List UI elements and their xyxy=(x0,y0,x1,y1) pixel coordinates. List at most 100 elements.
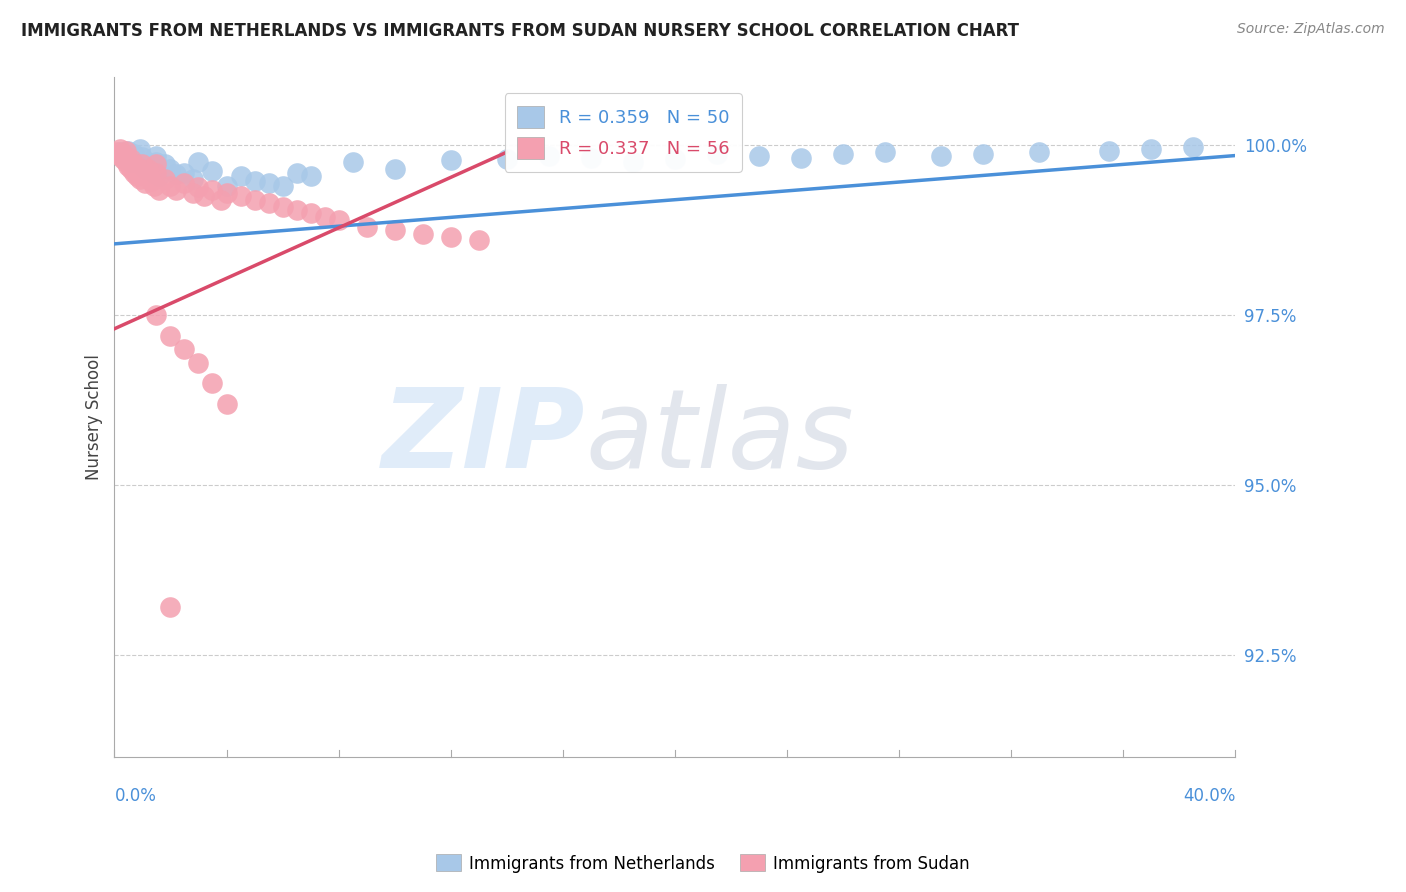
Point xyxy=(257,196,280,211)
Point xyxy=(145,165,167,179)
Point xyxy=(142,179,165,194)
Point xyxy=(131,159,153,173)
Point xyxy=(972,146,994,161)
Point xyxy=(128,172,150,186)
Point xyxy=(153,157,176,171)
Point xyxy=(229,169,252,183)
Point xyxy=(328,213,350,227)
Point xyxy=(384,223,406,237)
Point xyxy=(114,144,136,158)
Point xyxy=(706,146,728,161)
Point xyxy=(187,155,209,169)
Point xyxy=(181,186,204,200)
Point xyxy=(271,200,294,214)
Point xyxy=(117,144,139,158)
Point xyxy=(299,169,322,183)
Point xyxy=(120,155,142,169)
Text: IMMIGRANTS FROM NETHERLANDS VS IMMIGRANTS FROM SUDAN NURSERY SCHOOL CORRELATION : IMMIGRANTS FROM NETHERLANDS VS IMMIGRANT… xyxy=(21,22,1019,40)
Point xyxy=(148,169,170,183)
Point xyxy=(145,157,167,171)
Point xyxy=(832,146,855,161)
Point xyxy=(215,186,238,200)
Point xyxy=(440,153,463,168)
Point xyxy=(114,155,136,169)
Point xyxy=(125,160,148,174)
Point xyxy=(1140,142,1163,156)
Legend: R = 0.359   N = 50, R = 0.337   N = 56: R = 0.359 N = 50, R = 0.337 N = 56 xyxy=(505,94,742,171)
Point xyxy=(1182,139,1205,153)
Point xyxy=(131,150,153,164)
Text: ZIP: ZIP xyxy=(381,384,585,491)
Point xyxy=(285,202,308,217)
Point xyxy=(136,162,159,177)
Point xyxy=(145,308,167,322)
Point xyxy=(314,210,336,224)
Point xyxy=(145,148,167,162)
Point xyxy=(145,155,167,169)
Point xyxy=(621,155,644,169)
Point xyxy=(111,146,134,161)
Point xyxy=(187,180,209,194)
Point xyxy=(173,176,195,190)
Point xyxy=(134,162,156,177)
Point xyxy=(173,342,195,356)
Point xyxy=(299,206,322,220)
Point xyxy=(356,219,378,234)
Point xyxy=(440,230,463,244)
Text: Source: ZipAtlas.com: Source: ZipAtlas.com xyxy=(1237,22,1385,37)
Point xyxy=(285,165,308,179)
Point xyxy=(122,157,145,171)
Point xyxy=(187,356,209,370)
Point xyxy=(111,148,134,162)
Point xyxy=(215,396,238,410)
Point xyxy=(201,164,224,178)
Point xyxy=(159,600,181,615)
Point xyxy=(165,167,187,181)
Point xyxy=(148,182,170,196)
Point xyxy=(664,152,686,166)
Point xyxy=(201,182,224,196)
Point xyxy=(120,162,142,177)
Point xyxy=(165,182,187,196)
Point xyxy=(929,148,952,162)
Point xyxy=(125,169,148,183)
Y-axis label: Nursery School: Nursery School xyxy=(86,354,103,480)
Point xyxy=(537,148,560,162)
Text: atlas: atlas xyxy=(585,384,853,491)
Point xyxy=(384,162,406,177)
Point xyxy=(128,142,150,156)
Point xyxy=(342,155,364,169)
Point xyxy=(873,145,896,160)
Point xyxy=(215,179,238,194)
Point xyxy=(153,172,176,186)
Point xyxy=(108,145,131,160)
Point xyxy=(209,193,232,207)
Point xyxy=(193,189,215,203)
Point xyxy=(201,376,224,391)
Point xyxy=(1098,144,1121,158)
Point xyxy=(108,148,131,162)
Point xyxy=(271,179,294,194)
Point xyxy=(173,165,195,179)
Point xyxy=(105,145,128,160)
Point xyxy=(111,152,134,166)
Point xyxy=(131,157,153,171)
Point xyxy=(125,153,148,168)
Point xyxy=(243,193,266,207)
Text: 0.0%: 0.0% xyxy=(114,788,156,805)
Text: 40.0%: 40.0% xyxy=(1182,788,1236,805)
Point xyxy=(495,152,517,166)
Point xyxy=(159,328,181,343)
Point xyxy=(136,157,159,171)
Point xyxy=(181,172,204,186)
Point xyxy=(1028,145,1050,160)
Point xyxy=(122,146,145,161)
Point xyxy=(159,162,181,177)
Point xyxy=(122,165,145,179)
Point xyxy=(134,176,156,190)
Point xyxy=(131,165,153,179)
Point xyxy=(117,153,139,168)
Point xyxy=(243,174,266,188)
Point xyxy=(120,152,142,166)
Point xyxy=(467,234,489,248)
